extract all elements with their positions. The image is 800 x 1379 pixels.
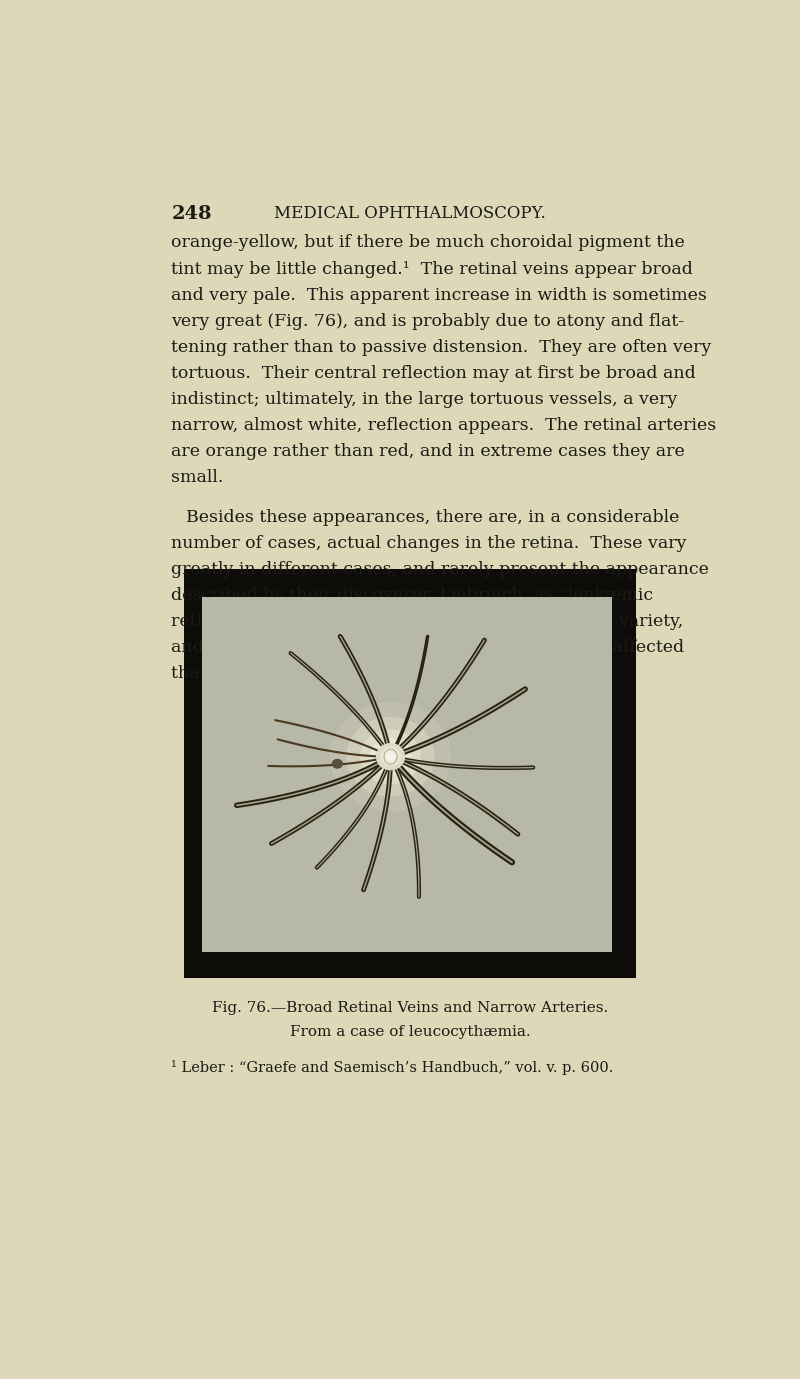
Ellipse shape: [382, 749, 399, 764]
Text: narrow, almost white, reflection appears.  The retinal arteries: narrow, almost white, reflection appears…: [171, 416, 717, 433]
Text: very great (Fig. 76), and is probably due to atony and flat-: very great (Fig. 76), and is probably du…: [171, 313, 685, 330]
Text: Besides these appearances, there are, in a considerable: Besides these appearances, there are, in…: [186, 509, 679, 525]
Text: retinitis.”  They are almost confined to the splenic variety,: retinitis.” They are almost confined to …: [171, 614, 683, 630]
Ellipse shape: [386, 753, 394, 760]
Ellipse shape: [370, 738, 411, 775]
Text: small.: small.: [171, 469, 224, 485]
Text: tint may be little changed.¹  The retinal veins appear broad: tint may be little changed.¹ The retinal…: [171, 261, 693, 277]
Text: number of cases, actual changes in the retina.  These vary: number of cases, actual changes in the r…: [171, 535, 686, 552]
Ellipse shape: [382, 747, 399, 767]
Text: indistinct; ultimately, in the large tortuous vessels, a very: indistinct; ultimately, in the large tor…: [171, 390, 678, 408]
Text: tortuous.  Their central reflection may at first be broad and: tortuous. Their central reflection may a…: [171, 364, 696, 382]
Text: than the other.: than the other.: [171, 665, 302, 683]
Ellipse shape: [376, 743, 405, 771]
Bar: [202, 597, 611, 953]
Text: described by their discoverer, Liebreich, as “leukæmic: described by their discoverer, Liebreich…: [171, 587, 654, 604]
Text: MEDICAL OPHTHALMOSCOPY.: MEDICAL OPHTHALMOSCOPY.: [274, 204, 546, 222]
Ellipse shape: [384, 750, 397, 763]
Ellipse shape: [381, 747, 401, 767]
Ellipse shape: [330, 702, 451, 811]
Ellipse shape: [360, 729, 421, 785]
Text: orange-yellow, but if there be much choroidal pigment the: orange-yellow, but if there be much chor…: [171, 234, 685, 251]
Text: 248: 248: [171, 204, 212, 223]
Text: Fig. 76.—Broad Retinal Veins and Narrow Arteries.: Fig. 76.—Broad Retinal Veins and Narrow …: [212, 1001, 608, 1015]
Text: From a case of leucocythæmia.: From a case of leucocythæmia.: [290, 1025, 530, 1038]
Ellipse shape: [346, 717, 434, 797]
Text: greatly in different cases, and rarely present the appearance: greatly in different cases, and rarely p…: [171, 561, 709, 578]
Text: ¹ Leber : “Graefe and Saemisch’s Handbuch,” vol. v. p. 600.: ¹ Leber : “Graefe and Saemisch’s Handbuc…: [171, 1059, 614, 1074]
Ellipse shape: [332, 758, 343, 768]
Ellipse shape: [378, 745, 404, 768]
Text: are orange rather than red, and in extreme cases they are: are orange rather than red, and in extre…: [171, 443, 685, 459]
Bar: [184, 570, 636, 978]
Text: and are usually double, one eye being often more affected: and are usually double, one eye being of…: [171, 638, 685, 656]
Text: and very pale.  This apparent increase in width is sometimes: and very pale. This apparent increase in…: [171, 287, 707, 303]
Text: tening rather than to passive distension.  They are often very: tening rather than to passive distension…: [171, 339, 712, 356]
